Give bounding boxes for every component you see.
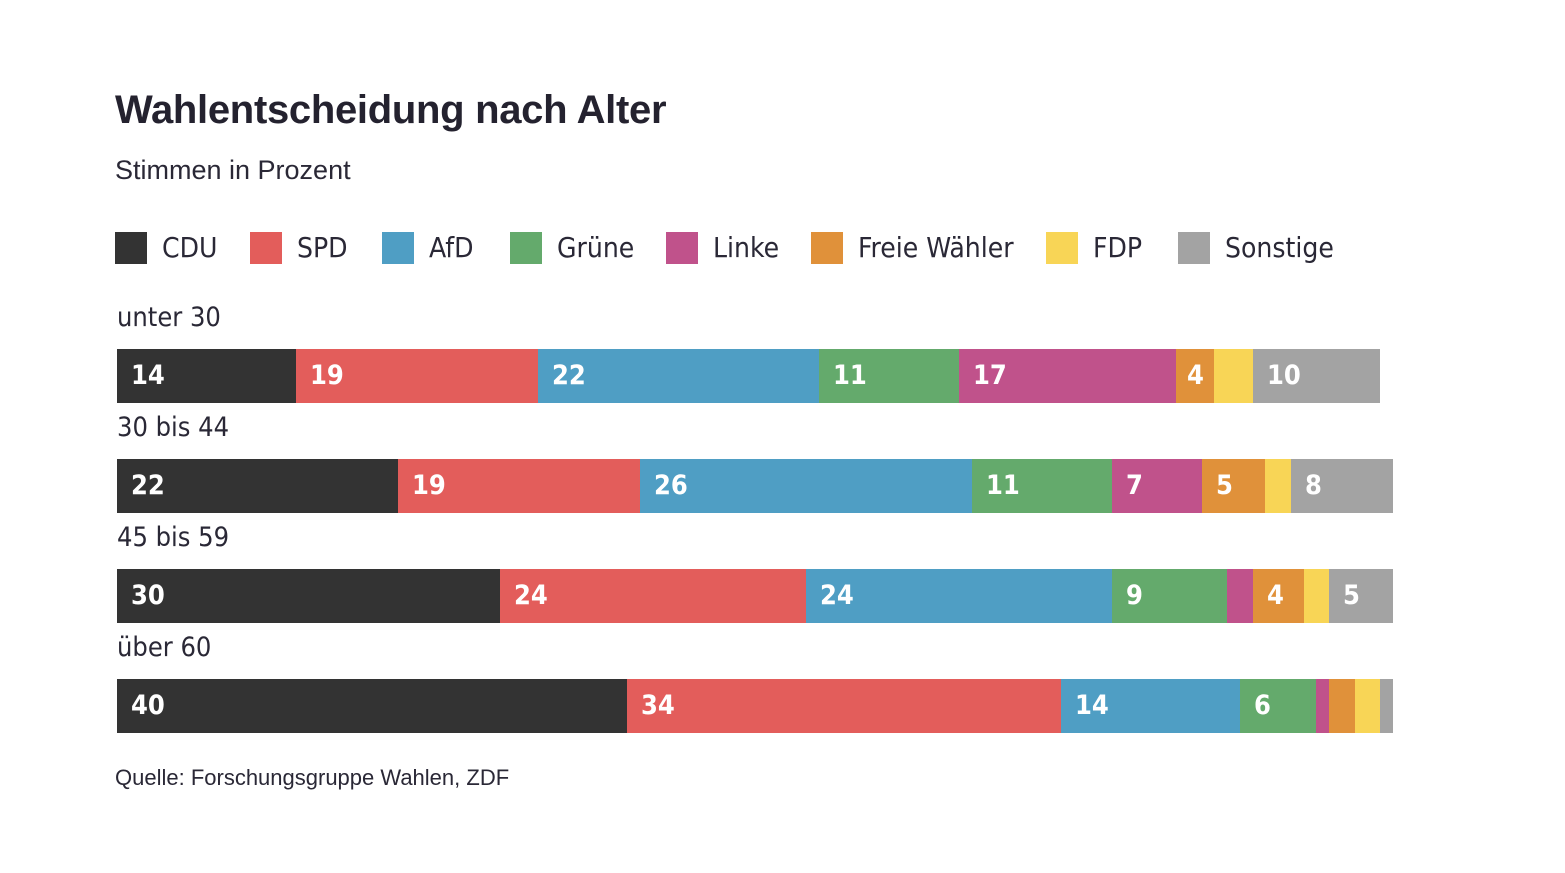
bar-segment-linke [1316,679,1329,733]
legend-label-sonstige: Sonstige [1225,231,1334,264]
bar-segment-freie-waehler [1329,679,1355,733]
bar-segment-afd: 14 [1061,679,1240,733]
legend-swatch-gruene [510,232,542,264]
bar-segment-sonstige: 8 [1291,459,1393,513]
bar-segment-sonstige: 10 [1253,349,1380,403]
bar-segment-freie-waehler: 4 [1176,349,1214,403]
data-label: 5 [1343,580,1360,611]
legend-swatch-freie-waehler [811,232,843,264]
data-label: 14 [131,360,165,391]
legend-swatch-linke [666,232,698,264]
legend-label-spd: SPD [297,231,348,264]
group-label-unter-30: unter 30 [117,302,221,333]
bar-segment-gruene: 11 [972,459,1112,513]
group-label-45-bis-59: 45 bis 59 [117,522,230,553]
data-label: 34 [641,690,675,721]
bar-segment-afd: 26 [640,459,972,513]
bar-segment-linke: 7 [1112,459,1202,513]
data-label: 24 [514,580,548,611]
bar-segment-spd: 19 [296,349,538,403]
bar-segment-fdp [1355,679,1380,733]
legend-swatch-fdp [1046,232,1078,264]
bar-segment-cdu: 30 [117,569,500,623]
data-label: 22 [131,470,165,501]
bar-segment-sonstige [1380,679,1393,733]
data-label: 11 [986,470,1020,501]
bar-segment-sonstige: 5 [1329,569,1393,623]
legend-swatch-cdu [115,232,147,264]
data-label: 19 [412,470,446,501]
bar-row-30-bis-44: 22 19 26 11 7 5 8 [117,459,1393,513]
data-label: 7 [1126,470,1143,501]
legend-swatch-afd [382,232,414,264]
bar-segment-gruene: 9 [1112,569,1227,623]
bar-segment-cdu: 22 [117,459,398,513]
group-label-30-bis-44: 30 bis 44 [117,412,230,443]
bar-segment-linke: 17 [959,349,1176,403]
data-label: 19 [310,360,344,391]
bar-row-unter-30: 14 19 22 11 17 4 10 [117,349,1393,403]
legend-label-afd: AfD [429,231,474,264]
legend-label-gruene: Grüne [557,231,635,264]
bar-segment-freie-waehler: 5 [1202,459,1265,513]
data-label: 24 [820,580,854,611]
data-label: 4 [1267,580,1284,611]
bar-segment-fdp [1304,569,1329,623]
data-label: 6 [1254,690,1271,721]
data-label: 5 [1216,470,1233,501]
data-label: 30 [131,580,165,611]
chart-subtitle: Stimmen in Prozent [115,155,351,185]
bar-segment-fdp [1265,459,1291,513]
group-label-ueber-60: über 60 [117,632,212,663]
data-label: 26 [654,470,688,501]
data-label: 4 [1187,360,1204,391]
legend-swatch-sonstige [1178,232,1210,264]
data-label: 40 [131,690,165,721]
source-note: Quelle: Forschungsgruppe Wahlen, ZDF [115,765,510,790]
chart-title: Wahlentscheidung nach Alter [115,88,667,132]
bar-segment-fdp [1214,349,1253,403]
data-label: 10 [1267,360,1301,391]
data-label: 17 [973,360,1007,391]
legend-label-fdp: FDP [1093,231,1143,264]
data-label: 8 [1305,470,1322,501]
bar-segment-cdu: 14 [117,349,296,403]
data-label: 22 [552,360,586,391]
bar-segment-spd: 24 [500,569,806,623]
legend-label-linke: Linke [713,231,780,264]
data-label: 11 [833,360,867,391]
bar-segment-gruene: 11 [819,349,959,403]
legend-label-cdu: CDU [162,231,218,264]
data-label: 14 [1075,690,1109,721]
legend-swatch-spd [250,232,282,264]
bar-segment-afd: 24 [806,569,1112,623]
bar-segment-spd: 19 [398,459,640,513]
data-label: 9 [1126,580,1143,611]
bar-segment-afd: 22 [538,349,819,403]
bar-segment-spd: 34 [627,679,1061,733]
bar-segment-gruene: 6 [1240,679,1316,733]
legend-label-freie-waehler: Freie Wähler [858,231,1014,264]
bar-row-ueber-60: 40 34 14 6 [117,679,1393,733]
bar-row-45-bis-59: 30 24 24 9 4 5 [117,569,1393,623]
bar-segment-freie-waehler: 4 [1253,569,1304,623]
bar-segment-cdu: 40 [117,679,627,733]
bar-segment-linke [1227,569,1253,623]
